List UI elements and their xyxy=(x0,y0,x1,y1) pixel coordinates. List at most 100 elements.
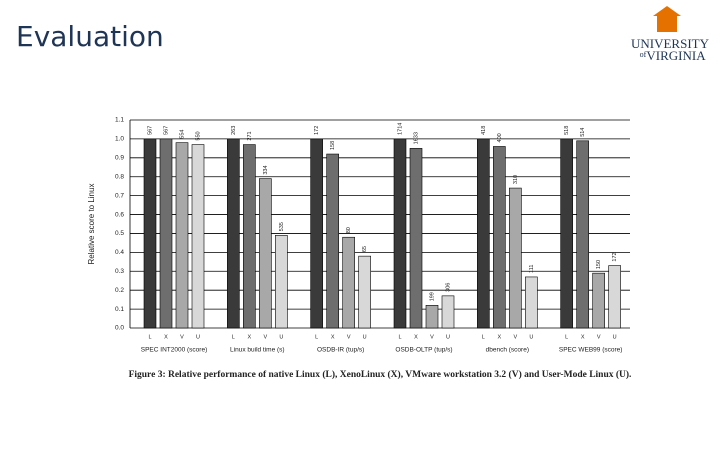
logo-dome xyxy=(653,6,681,16)
y-tick-label: 0.0 xyxy=(115,325,124,332)
value-label: 550 xyxy=(195,131,201,140)
series-label: U xyxy=(529,334,533,340)
value-label: 554 xyxy=(179,130,185,139)
value-label: 199 xyxy=(429,292,435,301)
bar xyxy=(592,272,605,329)
series-label: U xyxy=(196,334,200,340)
value-label: 263 xyxy=(231,126,237,135)
logo-icon xyxy=(657,14,677,32)
bar xyxy=(576,140,589,329)
bar xyxy=(227,138,240,329)
bar xyxy=(608,265,621,329)
y-tick-label: 0.5 xyxy=(115,230,124,237)
y-axis-label: Relative score to Linux xyxy=(87,184,96,265)
x-category-label: SPEC WEB99 (score) xyxy=(559,347,623,354)
value-label: 172 xyxy=(314,126,320,135)
y-tick-label: 0.8 xyxy=(115,173,124,180)
x-category-label: Linux build time (s) xyxy=(230,347,285,354)
y-tick-label: 0.9 xyxy=(115,155,124,162)
bar xyxy=(509,187,522,329)
bar xyxy=(441,295,455,329)
value-label: 172 xyxy=(612,252,618,261)
series-label: U xyxy=(279,334,283,340)
series-label: V xyxy=(263,334,267,340)
series-label: X xyxy=(497,334,501,340)
bar xyxy=(259,178,272,329)
bar xyxy=(143,138,157,329)
value-label: 567 xyxy=(147,126,153,135)
bar xyxy=(243,144,256,329)
value-label: 400 xyxy=(497,133,503,142)
value-label: 310 xyxy=(513,175,519,184)
bar xyxy=(159,138,173,329)
series-label: L xyxy=(315,334,318,340)
caption: Figure 3: Relative performance of native… xyxy=(129,369,632,380)
bar xyxy=(393,138,407,329)
value-label: 80 xyxy=(346,227,352,233)
y-tick-label: 1.1 xyxy=(115,117,124,124)
x-category-label: dbench (score) xyxy=(486,347,529,354)
series-label: V xyxy=(597,334,601,340)
series-label: U xyxy=(363,334,367,340)
series-label: L xyxy=(232,334,235,340)
value-label: 535 xyxy=(279,222,285,231)
value-label: 158 xyxy=(330,141,336,150)
series-label: X xyxy=(414,334,418,340)
value-label: 514 xyxy=(580,128,586,137)
y-tick-label: 1.0 xyxy=(115,136,124,143)
series-label: V xyxy=(347,334,351,340)
value-label: 567 xyxy=(163,126,169,135)
series-label: X xyxy=(164,334,168,340)
bar xyxy=(425,305,439,329)
logo-text: VIRGINIA xyxy=(646,48,706,63)
logo-text: UNIVERSITY xyxy=(631,36,710,51)
series-label: X xyxy=(581,334,585,340)
bar xyxy=(275,235,288,329)
value-label: 306 xyxy=(445,283,451,292)
series-label: X xyxy=(331,334,335,340)
series-label: L xyxy=(565,334,568,340)
series-label: U xyxy=(446,334,450,340)
bar xyxy=(493,146,506,329)
y-tick-label: 0.2 xyxy=(115,287,124,294)
series-label: V xyxy=(180,334,184,340)
value-label: 334 xyxy=(263,165,269,174)
bar xyxy=(525,276,538,329)
y-tick-label: 0.4 xyxy=(115,249,124,256)
bar xyxy=(342,236,355,329)
bar xyxy=(358,255,371,329)
y-tick-label: 0.1 xyxy=(115,306,124,313)
bar xyxy=(477,138,490,329)
value-label: 271 xyxy=(247,131,253,140)
x-category-label: OSDB-OLTP (tup/s) xyxy=(395,347,452,354)
series-label: L xyxy=(482,334,485,340)
bar xyxy=(191,144,205,329)
bar xyxy=(560,138,573,329)
bar xyxy=(310,138,323,329)
logo-text: of xyxy=(640,50,647,59)
slide-title: Evaluation xyxy=(16,20,164,53)
series-label: L xyxy=(398,334,401,340)
series-label: U xyxy=(613,334,617,340)
x-category-label: OSDB-IR (tup/s) xyxy=(317,347,364,354)
value-label: 150 xyxy=(596,260,602,269)
y-tick-label: 0.3 xyxy=(115,268,124,275)
value-label: 1714 xyxy=(397,123,403,135)
y-tick-label: 0.7 xyxy=(115,192,124,199)
value-label: 418 xyxy=(481,126,487,135)
y-tick-label: 0.6 xyxy=(115,211,124,218)
logo: UNIVERSITY of VIRGINIA xyxy=(631,6,710,63)
series-label: X xyxy=(247,334,251,340)
series-label: V xyxy=(513,334,517,340)
value-label: 1633 xyxy=(413,132,419,144)
bar xyxy=(326,153,339,329)
bar xyxy=(409,148,423,329)
value-label: 65 xyxy=(362,246,368,252)
value-label: 111 xyxy=(529,265,535,273)
value-label: 518 xyxy=(564,126,570,135)
series-label: L xyxy=(148,334,151,340)
series-label: V xyxy=(430,334,434,340)
x-category-label: SPEC INT2000 (score) xyxy=(141,347,207,354)
